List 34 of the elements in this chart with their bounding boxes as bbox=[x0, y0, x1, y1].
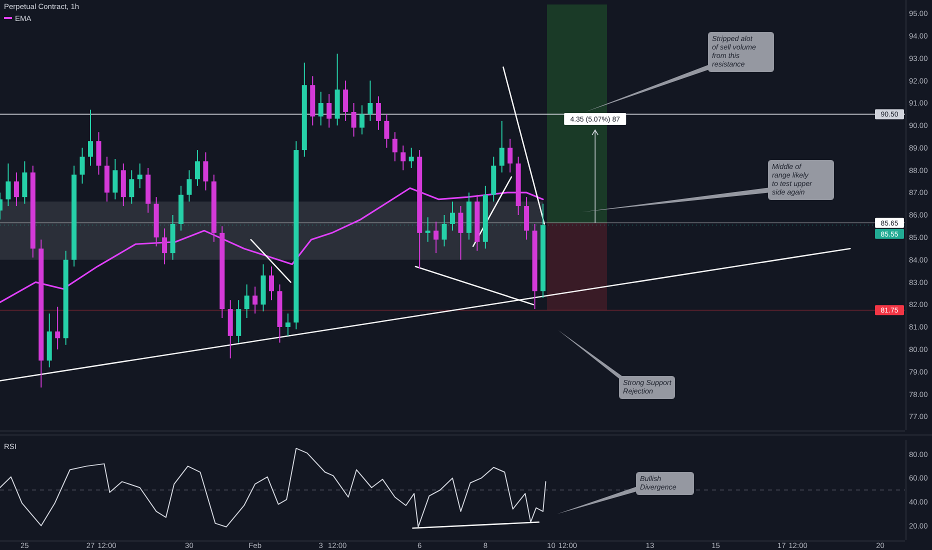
candlestick bbox=[14, 172, 19, 207]
candlestick bbox=[318, 91, 324, 126]
candlestick bbox=[203, 152, 208, 191]
candlestick bbox=[434, 221, 439, 254]
candlestick bbox=[244, 284, 250, 319]
candlestick bbox=[499, 120, 504, 173]
candlestick bbox=[351, 102, 356, 138]
candlestick bbox=[368, 80, 373, 122]
candlestick bbox=[137, 162, 142, 189]
candlestick bbox=[326, 94, 332, 128]
candlestick bbox=[458, 206, 464, 260]
candlestick bbox=[343, 80, 348, 122]
candlestick bbox=[112, 158, 118, 200]
candlestick bbox=[285, 313, 290, 336]
candlestick bbox=[408, 147, 414, 168]
candlestick bbox=[80, 147, 85, 184]
candlestick bbox=[360, 104, 364, 135]
candlestick bbox=[129, 170, 134, 204]
candlestick bbox=[508, 138, 513, 173]
candlestick bbox=[269, 266, 274, 301]
candlestick bbox=[162, 228, 168, 265]
candlestick bbox=[186, 170, 192, 202]
candlestick bbox=[384, 114, 390, 148]
candlestick bbox=[425, 216, 430, 242]
candlestick bbox=[450, 201, 455, 232]
candlestick bbox=[376, 96, 381, 130]
candlestick bbox=[55, 306, 60, 350]
candlestick bbox=[194, 150, 200, 186]
candlestick bbox=[392, 132, 398, 162]
candlestick bbox=[252, 286, 258, 314]
candlestick bbox=[442, 214, 447, 247]
candlestick bbox=[6, 162, 11, 207]
candlestick bbox=[400, 145, 406, 171]
candlestick bbox=[88, 109, 93, 166]
